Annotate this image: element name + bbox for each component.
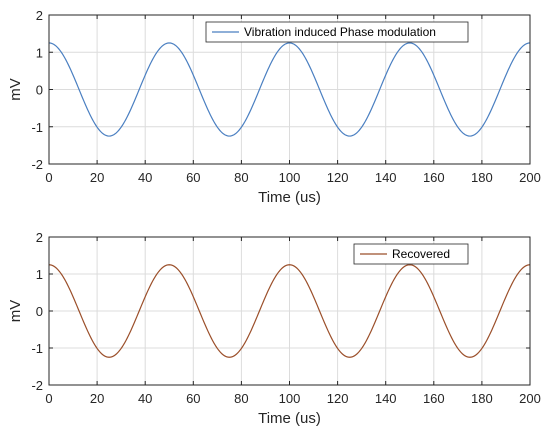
bottom-x-tick-label: 0 — [45, 391, 52, 406]
bottom-y-tick-label: 0 — [36, 304, 43, 319]
bottom-series-line — [48, 264, 531, 358]
bottom-x-tick-label: 180 — [471, 391, 493, 406]
bottom-legend: Recovered — [353, 243, 469, 265]
top-legend-box — [205, 21, 469, 43]
bottom-y-tick-label: -2 — [31, 378, 43, 393]
top-x-tick-label: 180 — [471, 170, 493, 185]
top-x-tick-label: 60 — [186, 170, 200, 185]
bottom-y-axis-label: mV — [7, 300, 24, 323]
bottom-x-tick-label: 20 — [90, 391, 104, 406]
bottom-x-tick-label: 80 — [234, 391, 248, 406]
top-ticks: 0 20 40 60 80 100 120 140 160 180 200 -2 -1 0 1 2 — [31, 8, 540, 185]
bottom-plot: 0 20 40 60 80 100 120 140 160 180 200 -2 -1 0 1 2 Time … — [7, 230, 541, 427]
top-series-line — [48, 42, 531, 137]
top-x-tick-label: 0 — [45, 170, 52, 185]
bottom-x-tick-label: 200 — [519, 391, 541, 406]
bottom-legend-label: Recovered — [392, 247, 450, 261]
top-y-tick-label: 0 — [36, 83, 43, 98]
top-y-tick-label: -2 — [31, 157, 43, 172]
bottom-x-tick-label: 140 — [375, 391, 397, 406]
top-y-axis-label: mV — [7, 78, 24, 101]
top-x-axis-label: Time (us) — [258, 189, 321, 206]
top-x-tick-label: 80 — [234, 170, 248, 185]
top-x-tick-label: 120 — [327, 170, 349, 185]
bottom-y-tick-label: -1 — [31, 341, 43, 356]
top-y-tick-label: -1 — [31, 120, 43, 135]
top-x-tick-label: 100 — [279, 170, 301, 185]
top-legend-label: Vibration induced Phase modulation — [244, 25, 436, 39]
bottom-y-tick-label: 2 — [36, 230, 43, 245]
bottom-x-tick-label: 160 — [423, 391, 445, 406]
top-x-tick-label: 200 — [519, 170, 541, 185]
bottom-x-tick-label: 100 — [279, 391, 301, 406]
bottom-x-tick-label: 60 — [186, 391, 200, 406]
bottom-legend-box — [353, 243, 469, 265]
bottom-x-axis-label: Time (us) — [258, 410, 321, 427]
bottom-y-tick-label: 1 — [36, 267, 43, 282]
top-x-tick-label: 140 — [375, 170, 397, 185]
top-legend: Vibration induced Phase modulation — [205, 21, 469, 43]
bottom-x-tick-label: 40 — [138, 391, 152, 406]
top-plot: 0 20 40 60 80 100 120 140 160 180 200 -2 -1 0 1 2 Time … — [7, 8, 541, 206]
bottom-x-tick-label: 120 — [327, 391, 349, 406]
top-x-tick-label: 20 — [90, 170, 104, 185]
top-y-tick-label: 1 — [36, 45, 43, 60]
bottom-ticks: 0 20 40 60 80 100 120 140 160 180 200 -2 -1 0 1 2 — [31, 230, 540, 406]
top-x-tick-label: 40 — [138, 170, 152, 185]
top-x-tick-label: 160 — [423, 170, 445, 185]
top-y-tick-label: 2 — [36, 8, 43, 23]
